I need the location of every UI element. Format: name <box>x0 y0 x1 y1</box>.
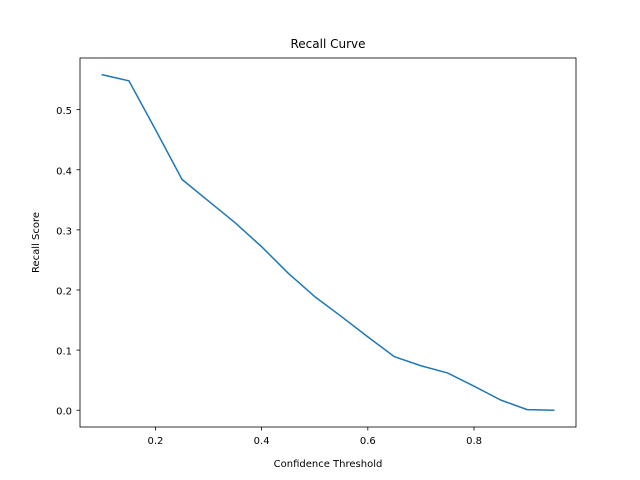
chart-title: Recall Curve <box>290 37 365 51</box>
y-tick-label: 0.5 <box>56 106 72 117</box>
ticks-layer: 0.2 0.4 0.6 0.8 0.0 0.1 0.2 0.3 0.4 0.5 <box>56 106 482 447</box>
plot-area-background <box>80 58 576 427</box>
x-tick-label: 0.6 <box>360 436 376 447</box>
x-tick-label: 0.2 <box>147 436 163 447</box>
y-axis-label: Recall Score <box>31 212 42 273</box>
series-layer <box>101 73 555 411</box>
y-tick-label: 0.3 <box>56 226 72 237</box>
x-tick-label: 0.4 <box>254 436 270 447</box>
plot-frame <box>79 57 577 428</box>
y-tick-label: 0.4 <box>56 166 72 177</box>
series-line-recall <box>101 73 555 411</box>
y-tick-label: 0.1 <box>56 347 72 358</box>
x-axis-label: Confidence Threshold <box>274 459 383 470</box>
x-tick-label: 0.8 <box>466 436 482 447</box>
y-tick-label: 0.2 <box>56 286 72 297</box>
y-tick-label: 0.0 <box>56 407 72 418</box>
